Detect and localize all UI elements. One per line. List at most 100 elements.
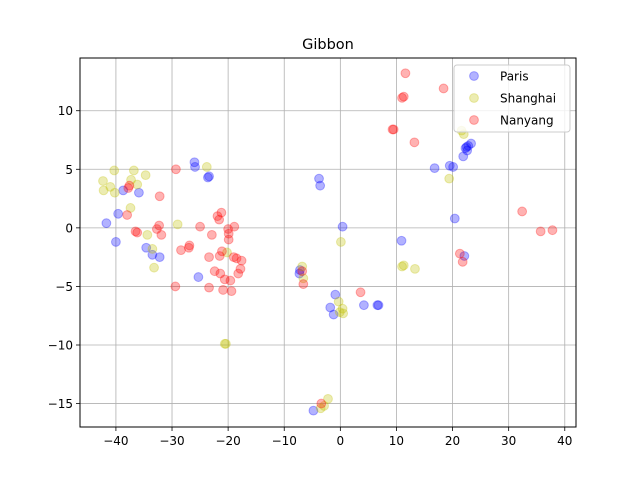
point-nanyang [226,286,237,297]
point-nanyang [219,274,230,285]
point-paris [295,265,305,275]
x-tick-label: −30 [159,434,184,448]
y-tick-label: −5 [55,280,73,294]
legend-label-shanghai: Shanghai [500,92,556,106]
point-nanyang [547,225,558,236]
point-shanghai [128,165,139,176]
point-shanghai [338,308,349,319]
point-nanyang [151,224,162,234]
point-nanyang [229,221,240,232]
point-paris [444,160,455,171]
point-paris [203,172,213,183]
point-paris [463,140,474,151]
point-shanghai [444,173,455,184]
point-shanghai [109,187,120,198]
point-paris [449,213,460,224]
point-paris [328,309,339,320]
y-tick-label: 10 [58,104,73,118]
point-nanyang [298,279,309,289]
point-paris [396,235,407,246]
point-shanghai [220,338,231,349]
x-tick-label: 20 [445,434,460,448]
point-shanghai [219,338,230,349]
point-paris [134,187,144,198]
point-nanyang [212,211,223,222]
point-shanghai [319,401,329,411]
point-nanyang [130,226,141,237]
point-paris [330,289,341,300]
point-nanyang [218,285,228,295]
point-paris [429,163,440,174]
point-paris [459,251,470,261]
point-nanyang [297,266,308,277]
series-paris [101,138,476,416]
point-paris [111,237,121,247]
point-nanyang [171,164,181,175]
point-paris [154,252,165,263]
point-nanyang [206,229,217,240]
point-nanyang [124,180,135,191]
point-shanghai [201,162,212,172]
axes: −40 −30 −20 −10 0 10 20 30 40 −15 −10 −5 0 5 10 [48,104,573,448]
point-nanyang [438,83,449,94]
point-nanyang [233,268,244,279]
point-paris [101,218,112,229]
point-shanghai [98,185,109,196]
point-nanyang [217,246,227,257]
y-tick-label: 0 [65,221,73,235]
point-paris [373,300,384,311]
point-nanyang [397,92,407,103]
plot-frame [79,57,577,428]
point-shanghai [410,263,420,274]
point-paris [147,249,158,260]
y-tick-label: 5 [65,163,73,177]
point-shanghai [222,247,232,258]
point-shanghai [172,219,183,230]
point-nanyang [223,224,234,234]
point-nanyang [209,266,220,277]
point-shanghai [323,393,333,404]
point-nanyang [154,191,165,202]
point-nanyang [183,242,194,253]
point-paris [308,405,319,416]
point-paris [461,142,472,152]
legend-marker-shanghai [469,93,479,103]
point-nanyang [223,234,234,245]
point-nanyang [388,124,399,135]
point-nanyang [204,252,214,263]
point-nanyang [400,68,411,79]
point-nanyang [398,91,409,102]
point-paris [460,143,471,154]
point-nanyang [316,398,327,409]
point-nanyang [409,137,420,148]
point-nanyang [223,228,234,239]
point-paris [359,300,369,311]
point-nanyang [228,252,239,263]
series-nanyang [122,68,558,409]
point-paris [315,180,326,191]
legend-box [453,64,571,133]
point-paris [189,157,200,168]
series-shanghai [98,125,469,414]
point-nanyang [454,248,465,259]
point-shanghai [140,170,151,181]
point-nanyang [225,275,236,286]
point-nanyang [156,229,167,240]
point-nanyang [231,253,242,264]
legend-marker-paris [469,71,479,81]
point-nanyang [387,124,398,135]
point-paris [462,145,473,156]
point-paris [372,300,383,311]
point-shanghai [397,261,407,272]
point-nanyang [176,245,186,256]
point-nanyang [132,227,143,238]
x-tick-label: 0 [337,434,345,448]
point-shanghai [398,260,409,271]
point-shanghai [336,237,346,247]
point-shanghai [334,307,345,318]
point-nanyang [535,226,546,237]
point-shanghai [125,203,136,213]
x-tick-label: −10 [272,434,297,448]
point-paris [325,302,336,313]
